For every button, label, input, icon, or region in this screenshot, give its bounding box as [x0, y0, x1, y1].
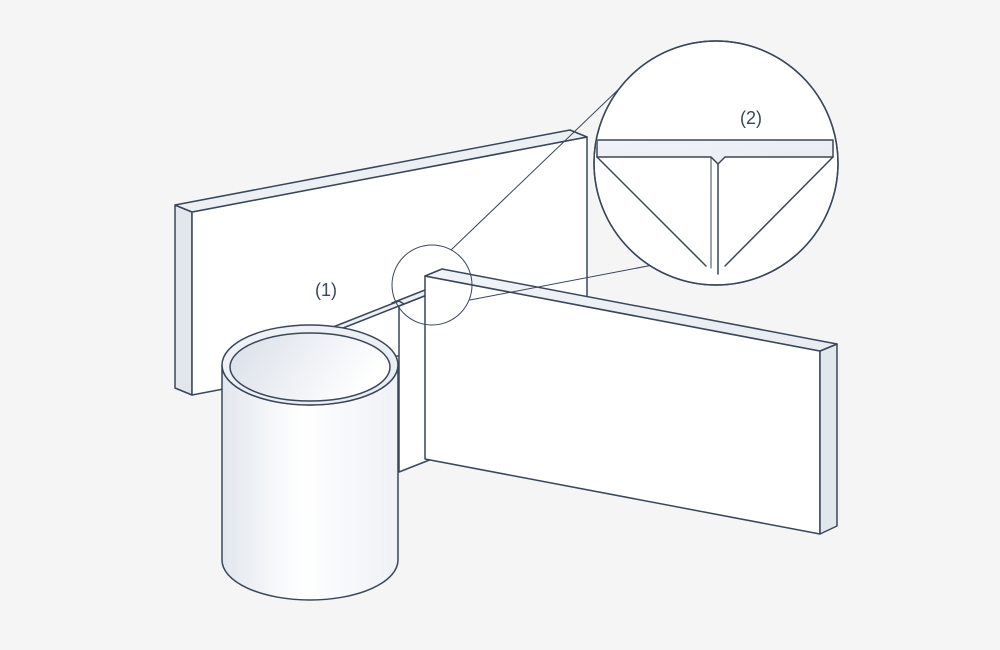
- callout-label-1: (1): [315, 280, 337, 301]
- callout-label-2: (2): [740, 108, 762, 129]
- diagram-svg: [0, 0, 1000, 650]
- diagram-canvas: (1) (2): [0, 0, 1000, 650]
